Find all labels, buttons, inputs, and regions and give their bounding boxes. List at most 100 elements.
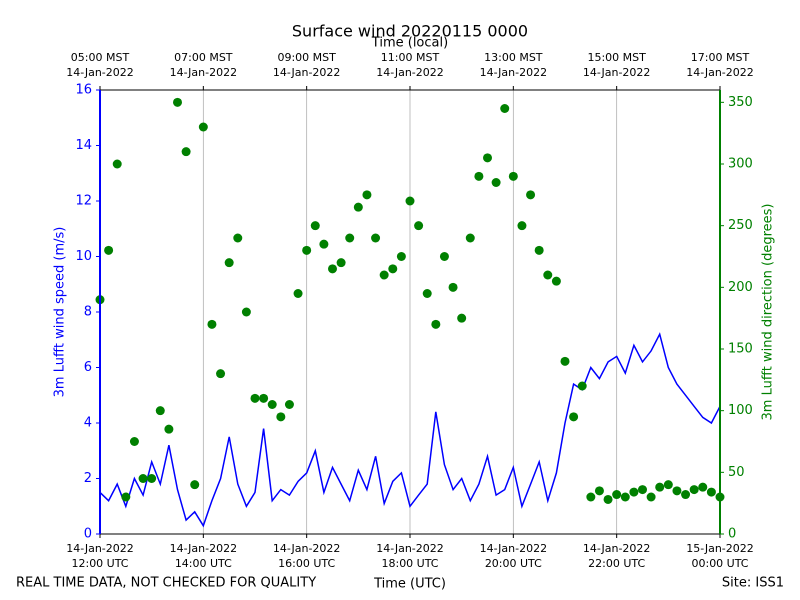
direction-point — [526, 190, 536, 200]
direction-point — [259, 393, 269, 403]
direction-point — [422, 289, 432, 298]
x-tick-label: 14-Jan-2022 — [376, 542, 444, 555]
top-tick-label: 14-Jan-2022 — [480, 66, 548, 79]
direction-point — [241, 307, 251, 317]
y-tick-label: 6 — [84, 360, 92, 375]
direction-point — [129, 437, 139, 446]
top-tick-label: 17:00 MST — [691, 51, 750, 64]
y2-tick-label: 150 — [728, 342, 753, 357]
direction-point — [491, 178, 501, 187]
direction-point — [551, 276, 561, 286]
direction-point — [173, 97, 182, 107]
top-tick-label: 14-Jan-2022 — [66, 66, 134, 79]
direction-point — [164, 424, 174, 434]
direction-point — [224, 258, 234, 268]
direction-point — [121, 492, 131, 502]
y2-tick-label: 350 — [728, 95, 753, 110]
top-tick-label: 05:00 MST — [71, 51, 130, 64]
y2-axis-label: 3m Lufft wind direction (degrees) — [761, 204, 776, 421]
x-tick-label: 00:00 UTC — [691, 557, 748, 570]
footer-note: REAL TIME DATA, NOT CHECKED FOR QUALITY — [16, 576, 316, 591]
x-tick-label: 14-Jan-2022 — [170, 542, 238, 555]
direction-point — [396, 252, 406, 261]
direction-point — [319, 239, 329, 249]
direction-point — [104, 245, 114, 255]
direction-point — [181, 147, 191, 157]
x-tick-label: 14-Jan-2022 — [583, 542, 651, 555]
direction-point — [620, 492, 630, 502]
direction-point — [267, 400, 277, 409]
direction-point — [353, 202, 363, 212]
top-tick-label: 07:00 MST — [174, 51, 233, 64]
y2-tick-label: 300 — [728, 157, 753, 172]
direction-point — [362, 190, 372, 200]
direction-point — [543, 270, 553, 280]
direction-point — [698, 482, 708, 492]
direction-point — [276, 412, 286, 422]
top-tick-label: 09:00 MST — [277, 51, 336, 64]
direction-point — [465, 233, 475, 243]
direction-point — [474, 171, 484, 181]
y-tick-label: 8 — [84, 305, 92, 320]
x-tick-label: 14-Jan-2022 — [480, 542, 548, 555]
x-tick-label: 14-Jan-2022 — [273, 542, 341, 555]
y-tick-label: 4 — [84, 416, 92, 431]
direction-point — [310, 221, 320, 231]
direction-point — [414, 221, 424, 231]
y2-tick-label: 250 — [728, 218, 753, 233]
direction-point — [336, 258, 346, 268]
direction-point — [672, 486, 682, 496]
site-label: Site: ISS1 — [722, 576, 784, 591]
direction-point — [448, 282, 458, 292]
top-tick-label: 13:00 MST — [484, 51, 543, 64]
direction-point — [638, 485, 647, 495]
x-tick-label: 14:00 UTC — [175, 557, 232, 570]
direction-point — [517, 221, 527, 231]
top-tick-label: 11:00 MST — [381, 51, 440, 64]
x-tick-label: 15-Jan-2022 — [686, 542, 754, 555]
x-tick-label: 12:00 UTC — [71, 557, 128, 570]
direction-point — [147, 474, 157, 483]
direction-point — [663, 480, 673, 490]
y2-tick-label: 50 — [728, 465, 745, 480]
y2-tick-label: 200 — [728, 280, 753, 295]
direction-point — [706, 487, 716, 497]
direction-point — [233, 233, 243, 243]
direction-point — [371, 233, 381, 243]
direction-point — [216, 369, 226, 379]
direction-point — [577, 381, 587, 391]
speed-line — [99, 332, 721, 528]
direction-point — [379, 270, 389, 280]
chart-title: Surface wind 20220115 0000 — [292, 22, 528, 41]
direction-point — [293, 289, 303, 298]
y-tick-label: 10 — [75, 249, 92, 264]
x-tick-label: 14-Jan-2022 — [66, 542, 134, 555]
direction-point — [207, 319, 217, 329]
y-tick-label: 2 — [84, 471, 92, 486]
y2-tick-label: 0 — [728, 527, 736, 542]
direction-point — [431, 319, 441, 329]
direction-point — [138, 474, 148, 483]
x-tick-label: 22:00 UTC — [588, 557, 645, 570]
top-tick-label: 14-Jan-2022 — [583, 66, 651, 79]
direction-point — [586, 492, 596, 502]
direction-point — [500, 104, 510, 113]
x-tick-label: 20:00 UTC — [485, 557, 542, 570]
direction-point — [689, 485, 699, 495]
direction-point — [603, 494, 613, 504]
x-tick-label: 16:00 UTC — [278, 557, 335, 570]
direction-point — [681, 490, 691, 500]
y-tick-label: 16 — [75, 83, 92, 98]
x-axis-label: Time (UTC) — [373, 577, 446, 592]
direction-point — [198, 122, 208, 132]
direction-point — [155, 406, 165, 416]
direction-point — [302, 245, 312, 255]
direction-point — [483, 153, 492, 163]
direction-point — [612, 490, 622, 500]
direction-point — [405, 196, 415, 206]
y-tick-label: 14 — [75, 138, 92, 153]
y2-tick-label: 100 — [728, 403, 753, 418]
top-tick-label: 14-Jan-2022 — [376, 66, 444, 79]
top-tick-label: 14-Jan-2022 — [273, 66, 341, 79]
